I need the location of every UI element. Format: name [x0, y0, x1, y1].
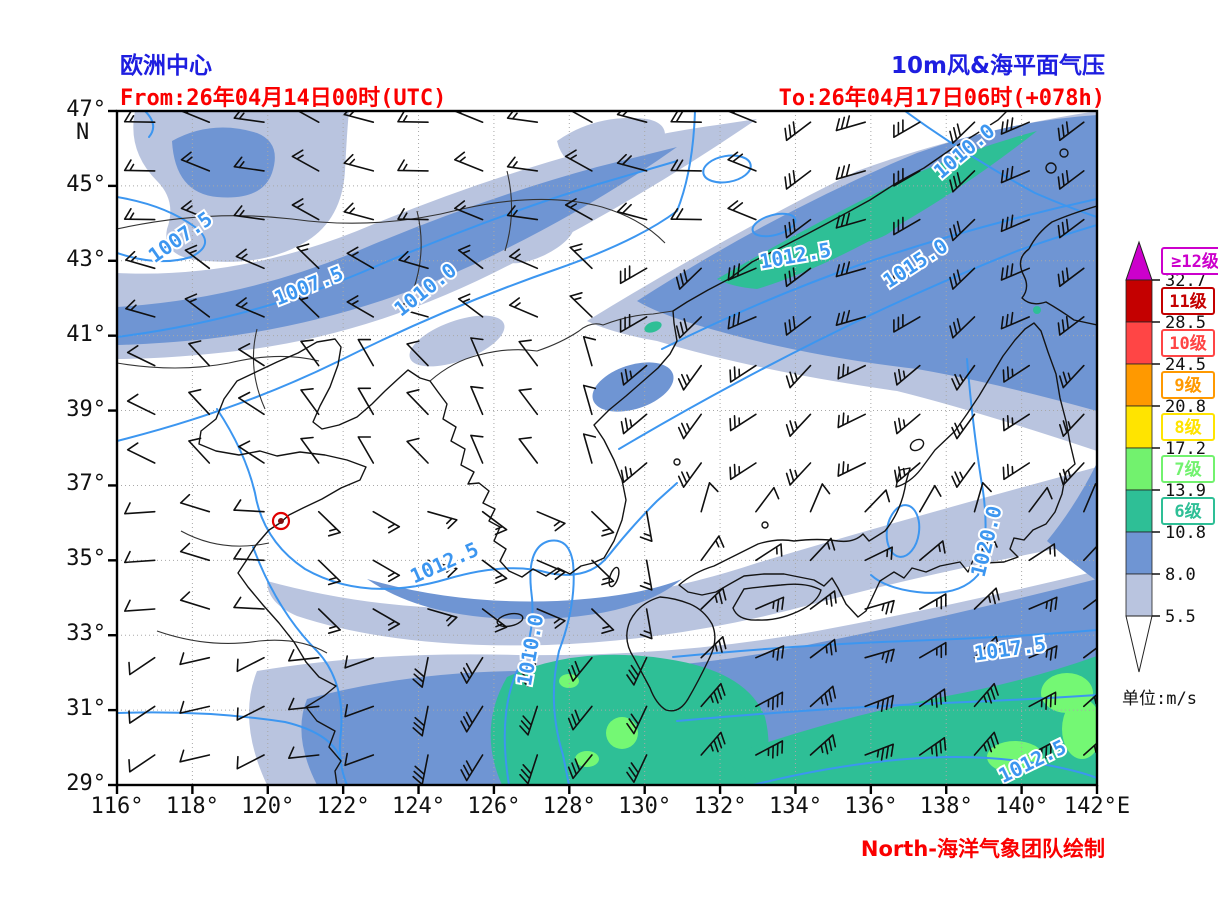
lat-hemisphere-label: N — [76, 120, 90, 145]
lon-tick-label: 142°E — [1063, 794, 1131, 819]
legend-grade-label: ≥12级 — [1171, 251, 1218, 272]
lat-tick-label: 43° — [66, 246, 106, 272]
legend-grade-label: 7级 — [1174, 459, 1201, 480]
credit-text: North-海洋气象团队绘制 — [860, 837, 1105, 861]
lat-tick-label: 37° — [66, 471, 106, 497]
lon-tick-label: 126° — [467, 794, 521, 819]
wind-speed-fill-light-green — [559, 673, 1097, 773]
legend-boundary-value: 24.5 — [1165, 355, 1206, 375]
lat-tick-label: 41° — [66, 321, 106, 347]
legend-boundary-value: 5.5 — [1165, 607, 1196, 627]
isobar-contours — [117, 111, 1097, 785]
product-title: 10m风&海平面气压 — [890, 53, 1105, 79]
lon-tick-label: 138° — [919, 794, 973, 819]
lon-tick-label: 130° — [618, 794, 672, 819]
lon-tick-label: 118° — [165, 794, 219, 819]
model-title: 欧洲中心 — [120, 53, 212, 79]
lon-tick-label: 136° — [844, 794, 898, 819]
lat-tick-label: 33° — [66, 621, 106, 647]
wind-barbs — [123, 111, 1097, 785]
lon-tick-label: 140° — [995, 794, 1049, 819]
lat-tick-label: 31° — [66, 696, 106, 722]
lon-tick-label: 116° — [90, 794, 144, 819]
legend-grade-label: 6级 — [1174, 501, 1201, 522]
legend-boundary-value: 20.8 — [1165, 397, 1206, 417]
lon-tick-label: 134° — [768, 794, 822, 819]
lon-tick-label: 122° — [316, 794, 370, 819]
coastlines — [198, 111, 1097, 785]
legend-boundary-value: 13.9 — [1165, 481, 1206, 501]
location-marker — [271, 511, 291, 531]
legend-boundary-value: 17.2 — [1165, 439, 1206, 459]
legend-grade-label: 9级 — [1174, 375, 1201, 396]
legend-boundary-value: 10.8 — [1165, 523, 1206, 543]
lat-tick-label: 35° — [66, 546, 106, 572]
lon-tick-label: 124° — [392, 794, 446, 819]
legend-grade-label: 10级 — [1169, 333, 1206, 354]
lat-tick-label: 39° — [66, 396, 106, 422]
lat-tick-label: 47° — [66, 97, 106, 122]
lon-tick-label: 128° — [542, 794, 596, 819]
wind-speed-legend: 32.7 28.5 24.5 20.8 17.2 13.9 10.8 8.0 5.5 ≥12级 11… — [1125, 240, 1218, 673]
lon-tick-label: 132° — [693, 794, 747, 819]
legend-boundary-value: 8.0 — [1165, 565, 1196, 585]
forecast-to-time: To:26年04月17日06时(+078h) — [778, 86, 1105, 111]
graticule-gridlines — [117, 111, 1097, 785]
map-frame-and-ticks — [108, 109, 1099, 794]
legend-boundary-value: 32.7 — [1165, 271, 1206, 291]
legend-boundary-value: 28.5 — [1165, 313, 1206, 333]
lon-tick-label: 120° — [241, 794, 295, 819]
lat-tick-label: 45° — [66, 171, 106, 197]
legend-grade-label: 8级 — [1174, 417, 1201, 438]
legend-grade-label: 11级 — [1169, 291, 1206, 312]
forecast-from-time: From:26年04月14日00时(UTC) — [120, 86, 447, 111]
legend-unit-label: 单位:m/s — [1122, 689, 1197, 709]
lat-tick-label: 29° — [66, 771, 106, 796]
